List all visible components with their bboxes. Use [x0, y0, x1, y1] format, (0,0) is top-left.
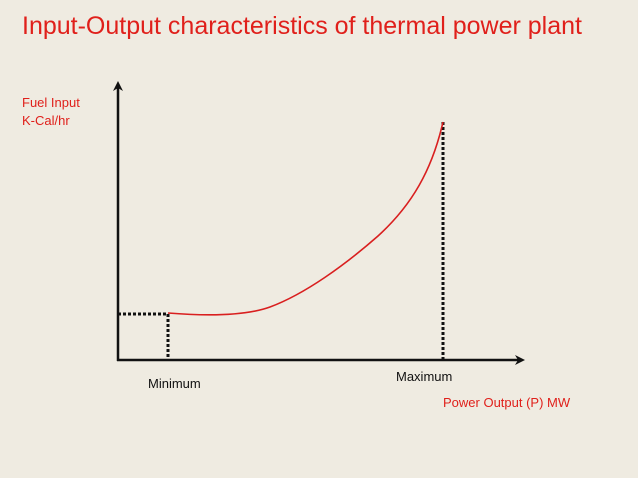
minimum-label: Minimum [148, 376, 201, 391]
slide-title: Input-Output characteristics of thermal … [22, 12, 582, 40]
y-axis-label-line1: Fuel Input [22, 95, 80, 110]
maximum-label: Maximum [396, 369, 453, 384]
y-axis-label-line2: K-Cal/hr [22, 113, 70, 128]
x-axis-label: Power Output (P) MW [443, 395, 571, 410]
input-output-curve [167, 121, 444, 316]
y-axis-label: Fuel Input K-Cal/hr [22, 94, 80, 130]
